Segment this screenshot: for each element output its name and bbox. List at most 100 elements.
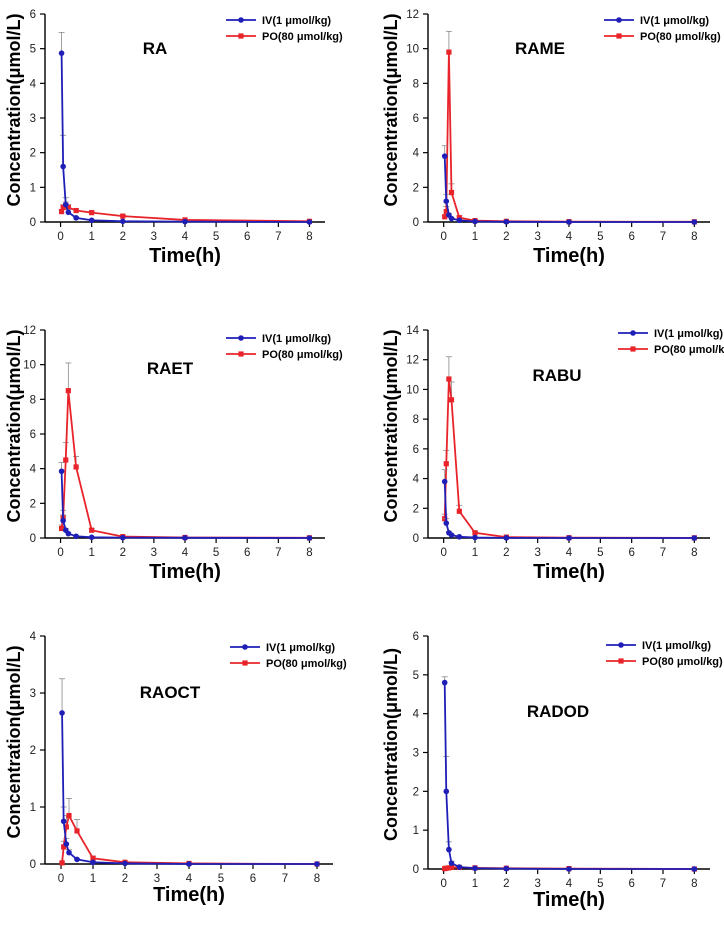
data-point [448, 860, 455, 866]
data-point [122, 860, 128, 867]
data-point [89, 527, 95, 533]
x-axis-title: Time(h) [149, 245, 221, 267]
data-point [60, 818, 67, 825]
x-tick-label: 1 [472, 231, 478, 243]
data-point [63, 824, 69, 830]
y-tick-label: 8 [413, 78, 419, 90]
y-tick-label: 14 [406, 325, 419, 337]
y-tick-label: 0 [30, 533, 36, 545]
x-tick-label: 7 [282, 873, 288, 885]
data-point [443, 520, 450, 526]
data-point [73, 464, 79, 470]
series-line [443, 52, 695, 223]
x-tick-label: 2 [503, 878, 509, 890]
data-point [90, 859, 96, 866]
data-point [88, 217, 95, 224]
x-tick-label: 8 [314, 873, 320, 885]
series-po [441, 30, 697, 225]
panel-title: RA [143, 39, 168, 58]
data-point [120, 213, 126, 219]
data-point [60, 204, 66, 211]
x-tick-label: 5 [597, 878, 603, 890]
legend-marker [630, 346, 636, 352]
panel-title: RAET [147, 359, 194, 378]
legend-label: IV(1 μmol/kg) [262, 15, 331, 27]
y-tick-label: 0 [413, 533, 419, 545]
x-axis-title: Time(h) [533, 889, 605, 911]
x-tick-label: 4 [566, 878, 573, 890]
series-line [61, 812, 318, 865]
chart-panel: 0 1 2 3 4 5 6 7 802468101214Time(h)Concentration… [381, 325, 724, 583]
x-tick-label: 0 [440, 878, 446, 890]
x-tick-label: 2 [122, 873, 128, 885]
y-tick-label: 10 [23, 360, 36, 372]
legend: IV(1 μmol/kg) PO(80 μmol/kg) [230, 642, 347, 670]
y-tick-label: 1 [413, 825, 419, 837]
x-tick-label: 5 [213, 231, 219, 243]
data-point [448, 215, 455, 222]
data-point [443, 198, 450, 204]
y-tick-label: 2 [30, 148, 36, 160]
y-tick-label: 8 [413, 414, 419, 426]
data-point [73, 533, 79, 540]
x-tick-label: 7 [275, 547, 281, 559]
series-iv [441, 676, 698, 872]
x-axis-title: Time(h) [533, 245, 605, 267]
series-line [60, 53, 310, 223]
x-tick-label: 7 [660, 547, 666, 559]
legend-label: IV(1 μmol/kg) [262, 333, 331, 345]
chart-panel: 0 1 2 3 4 5 6 7 8 0 1 2 3 4 5 6 Time(h) Concentration(μmo… [381, 631, 723, 911]
data-point [74, 828, 80, 834]
x-tick-label: 0 [57, 547, 63, 559]
x-tick-label: 1 [88, 231, 94, 243]
legend-marker [618, 658, 624, 664]
data-point [456, 534, 463, 540]
data-point [88, 534, 95, 541]
y-axis-title: Concentration(μmol/L) [4, 645, 24, 838]
data-point [60, 517, 66, 524]
legend-marker [616, 33, 622, 39]
x-tick-label: 8 [691, 878, 697, 890]
x-axis-title: Time(h) [153, 884, 225, 906]
x-tick-label: 4 [566, 231, 573, 243]
data-point [566, 535, 572, 541]
legend-label: PO(80 μmol/kg) [642, 656, 723, 668]
x-tick-label: 8 [306, 231, 312, 243]
chart-panel: 0 1 2 3 4 5 6 7 8024681012Time(h)Concentration(μ… [381, 9, 721, 267]
data-point [503, 535, 510, 541]
x-tick-label: 7 [660, 231, 666, 243]
series-iv [59, 678, 320, 867]
y-tick-label: 6 [413, 631, 419, 643]
y-tick-label: 4 [30, 464, 37, 476]
x-tick-label: 6 [628, 231, 634, 243]
data-point [566, 219, 572, 225]
x-tick-label: 6 [628, 547, 634, 559]
legend-label: IV(1 μmol/kg) [640, 15, 709, 27]
data-point [65, 204, 71, 211]
data-point [314, 861, 320, 867]
x-tick-label: 4 [566, 547, 573, 559]
y-tick-label: 6 [30, 9, 36, 21]
legend-label: PO(80 μmol/kg) [654, 344, 724, 356]
x-tick-label: 5 [597, 547, 603, 559]
y-tick-label: 2 [413, 182, 419, 194]
legend: IV(1 μmol/kg) PO(80 μmol/kg) [226, 15, 343, 43]
data-point [60, 163, 66, 170]
y-tick-label: 4 [30, 631, 37, 643]
data-point [441, 478, 448, 485]
data-point [441, 679, 448, 686]
x-tick-label: 0 [57, 231, 63, 243]
y-tick-label: 3 [30, 113, 36, 125]
series-line [60, 390, 310, 539]
y-tick-label: 2 [413, 786, 419, 798]
data-point [446, 376, 452, 382]
series-iv [441, 469, 698, 541]
panel-title: RAME [515, 39, 565, 58]
x-tick-label: 3 [534, 547, 540, 559]
x-tick-label: 4 [182, 231, 189, 243]
legend-marker [242, 644, 248, 650]
legend-marker [238, 351, 244, 357]
series-line [61, 712, 317, 865]
y-tick-label: 2 [30, 745, 36, 757]
